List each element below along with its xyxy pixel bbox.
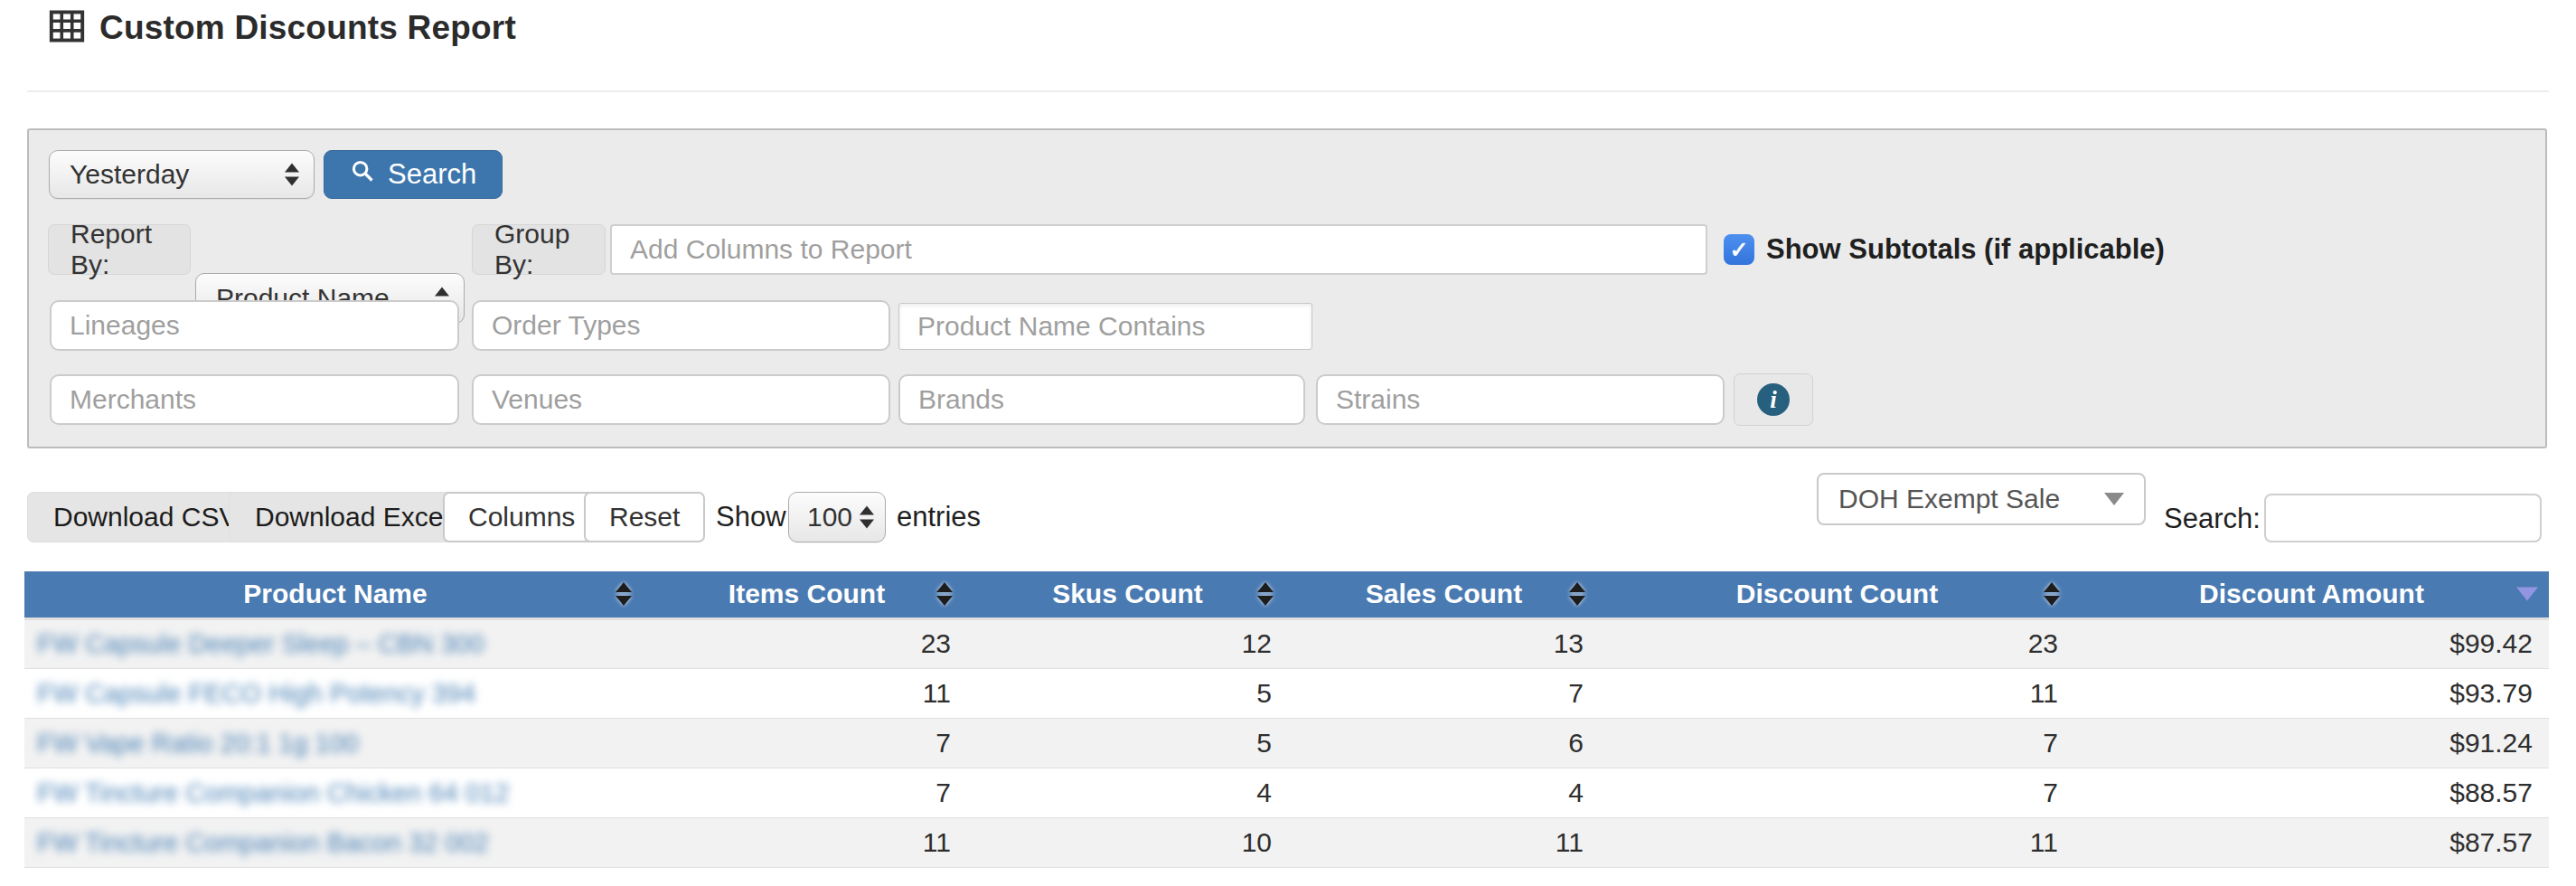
search-icon: [350, 158, 375, 191]
page-size-select[interactable]: 100: [788, 492, 886, 542]
table-row: FW Capsule FECO High Potency 394 11 5 7 …: [24, 668, 2549, 718]
venues-input[interactable]: [472, 374, 890, 425]
sort-icon: [616, 582, 632, 606]
discount-amount-cell: $99.42: [2074, 618, 2549, 668]
info-button[interactable]: [1734, 373, 1813, 426]
merchants-input[interactable]: [50, 374, 459, 425]
group-by-label: Group By:: [472, 224, 606, 275]
group-by-input[interactable]: [610, 224, 1707, 275]
sort-icon: [1569, 582, 1585, 606]
doh-exempt-select[interactable]: DOH Exempt Sale: [1817, 473, 2146, 525]
product-name-link[interactable]: FW Capsule Deeper Sleep – CBN 300: [37, 629, 484, 658]
discount-amount-cell: $93.79: [2074, 668, 2549, 718]
sort-icon: [936, 582, 953, 606]
skus-count-cell: 5: [967, 668, 1288, 718]
table-search-label: Search:: [2164, 494, 2261, 544]
table-search-input[interactable]: [2264, 494, 2542, 542]
column-header-discount-count[interactable]: Discount Count: [1600, 571, 2074, 618]
show-subtotals-checkbox[interactable]: [1724, 234, 1754, 265]
items-count-cell: 23: [646, 618, 967, 668]
skus-count-cell: 12: [967, 618, 1288, 668]
doh-exempt-value: DOH Exempt Sale: [1838, 484, 2060, 514]
product-name-link[interactable]: FW Tincture Companion Chicken 64 012: [37, 778, 509, 807]
discount-amount-cell: $87.57: [2074, 817, 2549, 867]
discount-amount-cell: $88.57: [2074, 768, 2549, 817]
select-arrows-icon: [860, 506, 874, 529]
order-types-input[interactable]: [472, 300, 890, 351]
page-size-value: 100: [807, 502, 852, 533]
table-header-row: Product Name Items Count Skus Count Sale…: [24, 571, 2549, 618]
product-name-link[interactable]: FW Tincture Companion Bacon 32 002: [37, 828, 489, 857]
report-table: Product Name Items Count Skus Count Sale…: [24, 571, 2549, 868]
page-title: Custom Discounts Report: [99, 9, 516, 47]
table-row: FW Capsule Deeper Sleep – CBN 300 23 12 …: [24, 618, 2549, 668]
show-label: Show: [716, 492, 786, 542]
items-count-cell: 7: [646, 718, 967, 768]
column-header-items-count[interactable]: Items Count: [646, 571, 967, 618]
discount-amount-cell: $91.24: [2074, 718, 2549, 768]
sort-icon: [2044, 582, 2060, 606]
sales-count-cell: 4: [1288, 768, 1600, 817]
table-icon: [49, 10, 85, 46]
header-divider: [27, 90, 2549, 92]
column-header-product-name[interactable]: Product Name: [24, 571, 646, 618]
items-count-cell: 7: [646, 768, 967, 817]
discount-count-cell: 11: [1600, 817, 2074, 867]
discount-count-cell: 7: [1600, 768, 2074, 817]
sales-count-cell: 11: [1288, 817, 1600, 867]
date-range-value: Yesterday: [70, 159, 189, 190]
product-name-contains-input[interactable]: [898, 303, 1312, 350]
reset-button[interactable]: Reset: [584, 492, 705, 542]
search-button[interactable]: Search: [324, 150, 503, 199]
items-count-cell: 11: [646, 817, 967, 867]
entries-label: entries: [897, 492, 981, 542]
skus-count-cell: 10: [967, 817, 1288, 867]
sort-descending-icon: [2516, 588, 2538, 601]
sales-count-cell: 6: [1288, 718, 1600, 768]
brands-input[interactable]: [898, 374, 1305, 425]
info-icon: [1757, 383, 1790, 416]
column-header-skus-count[interactable]: Skus Count: [967, 571, 1288, 618]
table-row: FW Tincture Companion Bacon 32 002 11 10…: [24, 817, 2549, 867]
skus-count-cell: 5: [967, 718, 1288, 768]
page-header: Custom Discounts Report: [49, 9, 516, 47]
strains-input[interactable]: [1316, 374, 1725, 425]
column-header-discount-amount[interactable]: Discount Amount: [2074, 571, 2549, 618]
skus-count-cell: 4: [967, 768, 1288, 817]
sort-icon: [1257, 582, 1274, 606]
sales-count-cell: 13: [1288, 618, 1600, 668]
column-header-sales-count[interactable]: Sales Count: [1288, 571, 1600, 618]
discount-count-cell: 11: [1600, 668, 2074, 718]
table-row: FW Vape Ratio 20:1 1g 100 7 5 6 7 $91.24: [24, 718, 2549, 768]
search-button-label: Search: [388, 158, 476, 191]
columns-button[interactable]: Columns: [443, 492, 600, 542]
select-arrows-icon: [285, 164, 299, 186]
discount-count-cell: 23: [1600, 618, 2074, 668]
chevron-down-icon: [2104, 493, 2124, 505]
discount-count-cell: 7: [1600, 718, 2074, 768]
show-subtotals-label: Show Subtotals (if applicable): [1766, 233, 2165, 266]
lineages-input[interactable]: [50, 300, 459, 351]
sales-count-cell: 7: [1288, 668, 1600, 718]
report-by-label: Report By:: [48, 224, 191, 275]
product-name-link[interactable]: FW Vape Ratio 20:1 1g 100: [37, 729, 359, 758]
download-excel-button[interactable]: Download Excel: [229, 492, 475, 542]
filter-panel: Yesterday Search Report By: Product Name…: [27, 128, 2547, 448]
items-count-cell: 11: [646, 668, 967, 718]
table-row: FW Tincture Companion Chicken 64 012 7 4…: [24, 768, 2549, 817]
date-range-select[interactable]: Yesterday: [49, 150, 315, 199]
product-name-link[interactable]: FW Capsule FECO High Potency 394: [37, 679, 475, 708]
